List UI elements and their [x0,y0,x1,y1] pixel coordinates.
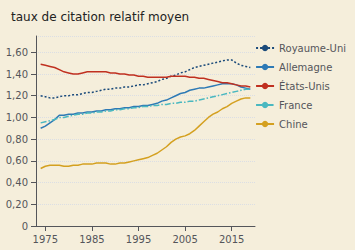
svg-text:0,60: 0,60 [6,155,28,166]
svg-text:Chine: Chine [279,119,308,130]
svg-text:1,60: 1,60 [6,47,28,58]
svg-text:0: 0 [22,221,28,232]
svg-text:2005: 2005 [172,234,197,245]
svg-text:0,80: 0,80 [6,134,28,145]
svg-text:2015: 2015 [219,234,244,245]
svg-text:États-Unis: États-Unis [279,80,330,92]
svg-text:1985: 1985 [79,234,104,245]
svg-text:1,40: 1,40 [6,69,28,80]
svg-text:0,20: 0,20 [6,199,28,210]
svg-text:0,40: 0,40 [6,177,28,188]
svg-text:1,00: 1,00 [6,112,28,123]
svg-text:1,20: 1,20 [6,90,28,101]
svg-text:1975: 1975 [33,234,58,245]
svg-text:taux de citation relatif moyen: taux de citation relatif moyen [11,10,189,24]
svg-text:Royaume-Uni: Royaume-Uni [279,43,346,54]
svg-text:Allemagne: Allemagne [279,62,332,73]
svg-text:1995: 1995 [126,234,151,245]
svg-text:France: France [279,100,312,111]
